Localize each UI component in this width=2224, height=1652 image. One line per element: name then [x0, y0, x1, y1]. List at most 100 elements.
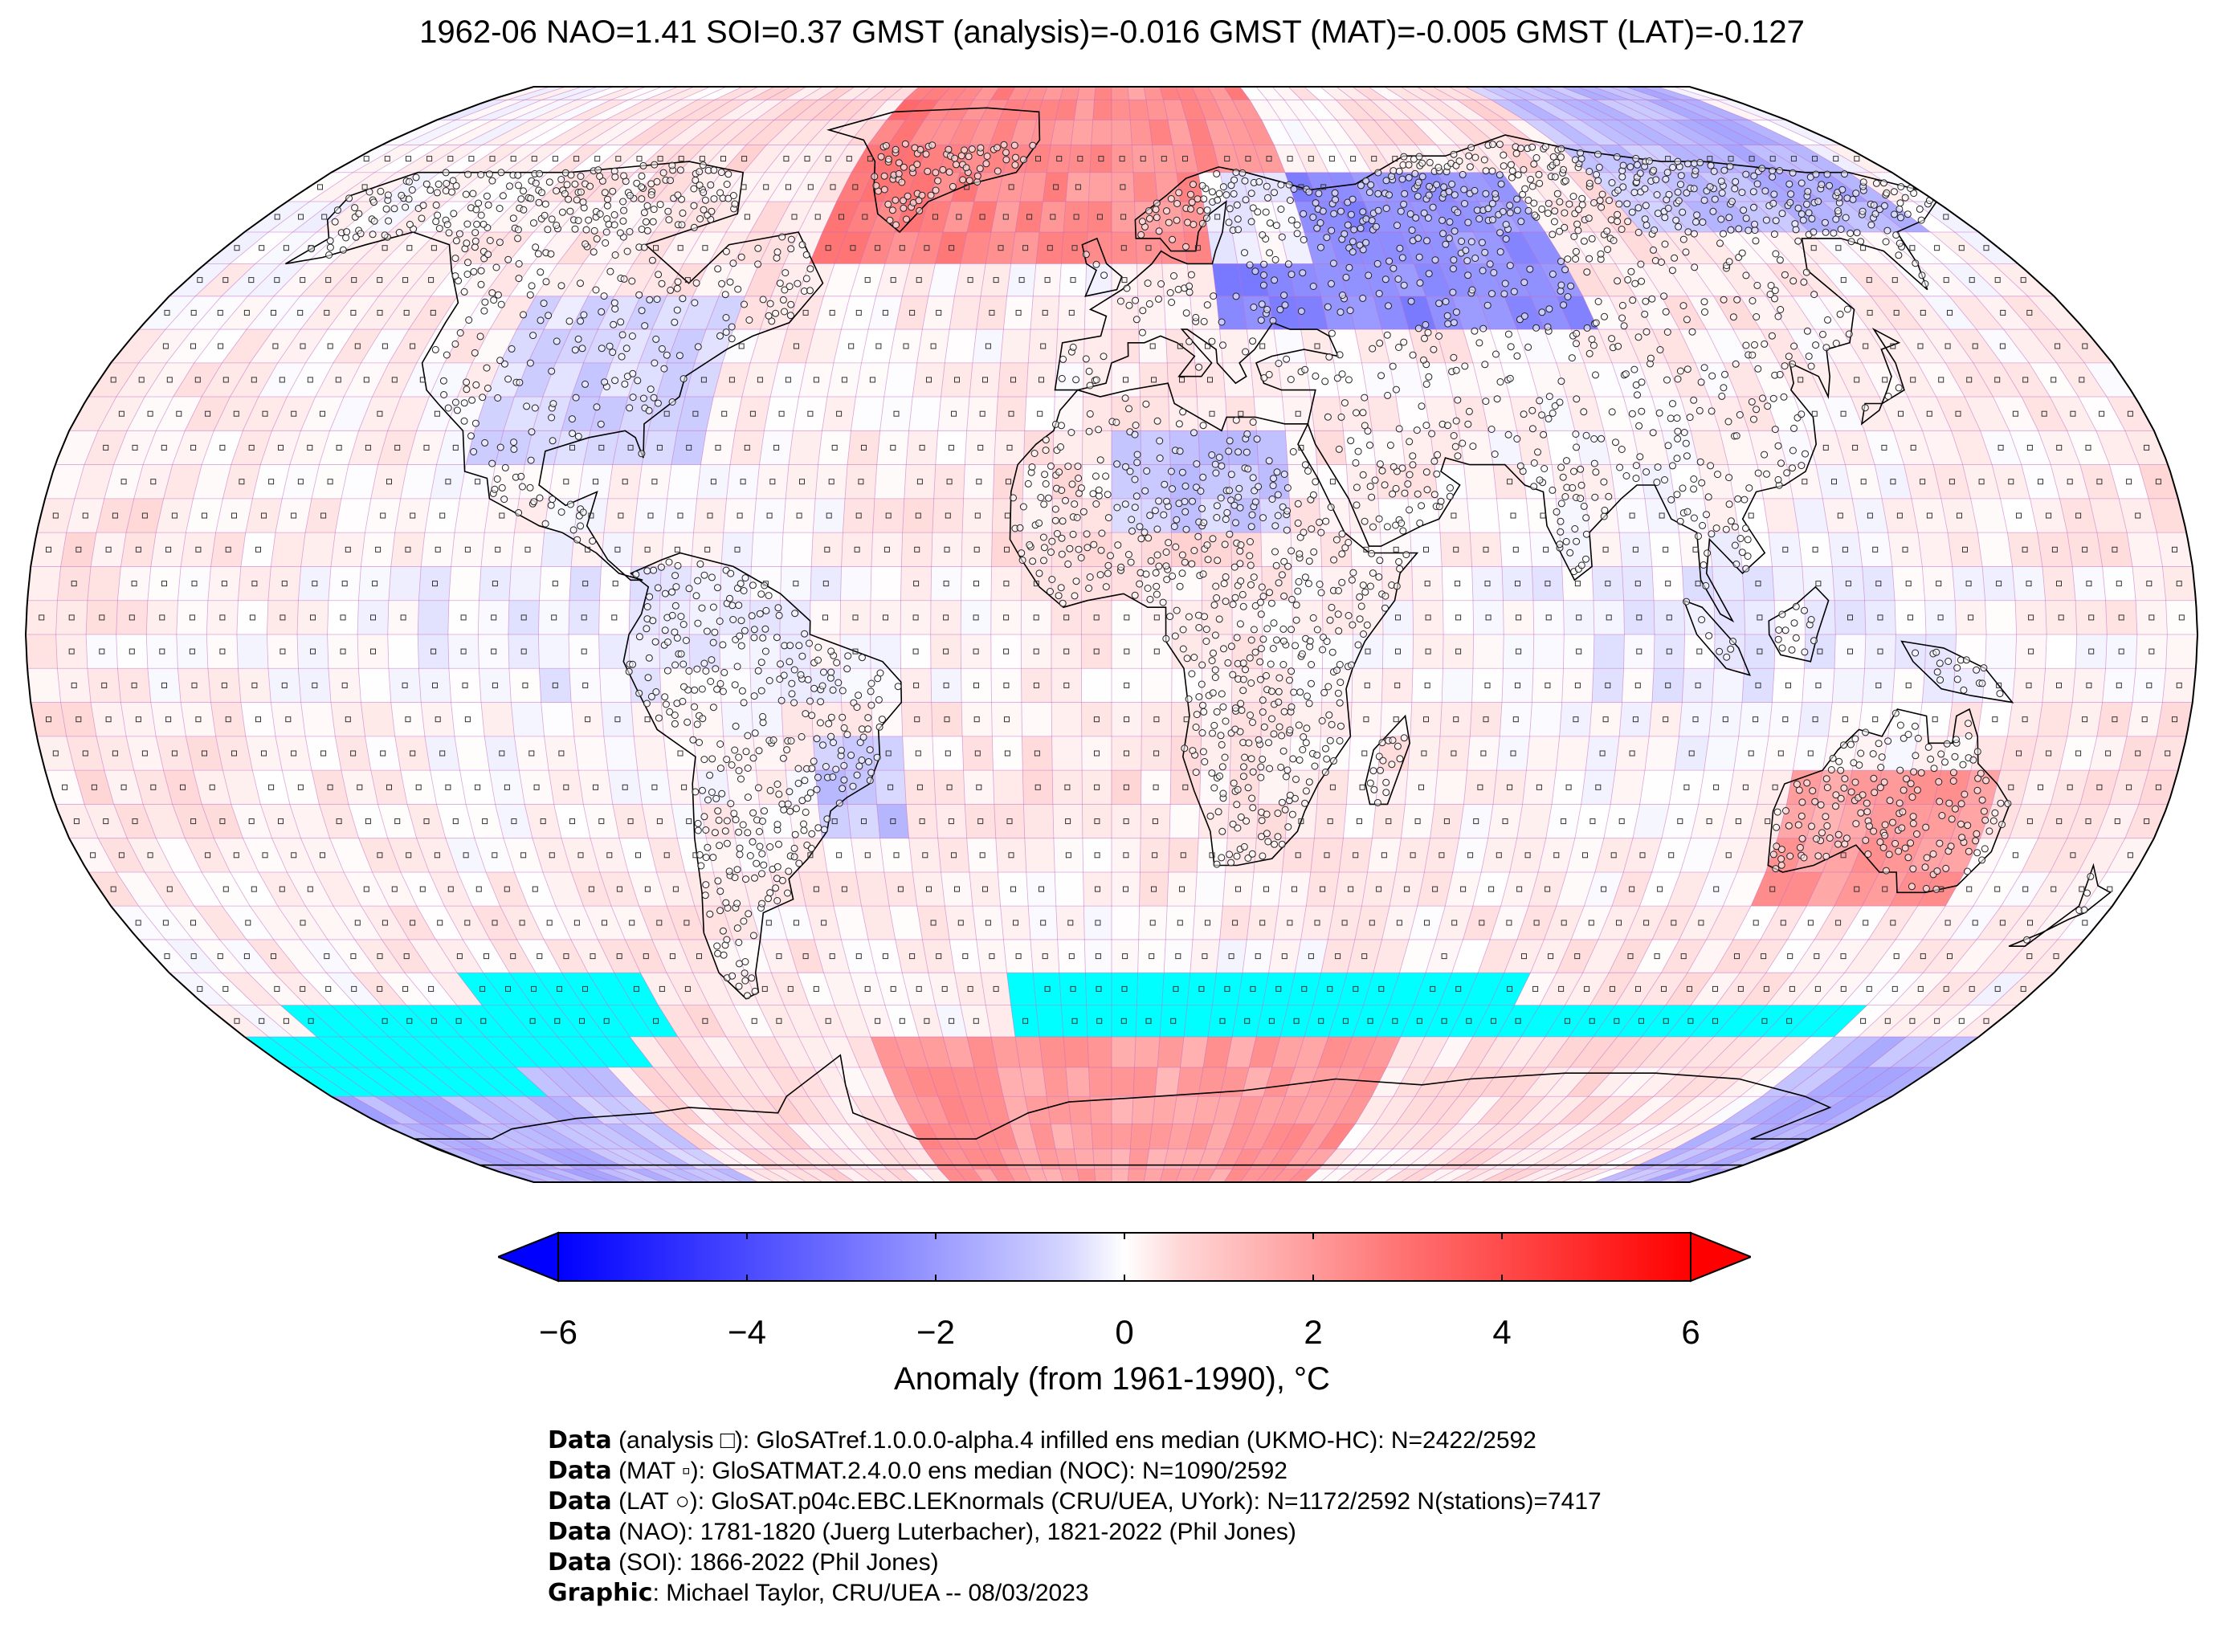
grid-cell [1434, 770, 1467, 805]
grid-cell [1212, 973, 1243, 1005]
grid-cell [116, 600, 148, 634]
grid-cell [126, 736, 164, 771]
station-marker [1311, 762, 1319, 770]
grid-cell [1785, 1005, 1842, 1037]
station-marker [1299, 746, 1307, 753]
grid-cell [2027, 296, 2085, 330]
station-marker [1316, 581, 1324, 588]
grid-cell [601, 702, 635, 736]
grid-cell [247, 296, 300, 330]
grid-cell [277, 329, 328, 363]
station-marker [1247, 561, 1255, 569]
grid-cell [1328, 906, 1362, 940]
grid-cell [1091, 1124, 1112, 1149]
grid-cell [908, 838, 941, 872]
grid-cell [628, 1169, 679, 1182]
grid-cell [400, 362, 445, 397]
station-marker [1199, 570, 1207, 578]
station-marker [1249, 719, 1256, 726]
grid-cell [1500, 872, 1539, 907]
grid-cell [1321, 566, 1353, 601]
grid-cell [277, 906, 328, 940]
grid-cell [268, 1037, 333, 1067]
grid-cell [1112, 87, 1129, 100]
station-marker [823, 815, 831, 823]
station-marker [1247, 523, 1255, 531]
grid-cell [1679, 906, 1724, 940]
station-marker [1305, 700, 1313, 708]
grid-cell [544, 736, 578, 771]
station-marker [1973, 830, 1981, 838]
grid-cell [1708, 702, 1742, 736]
grid-cell [822, 1037, 860, 1067]
grid-cell [250, 329, 301, 363]
grid-cell [388, 566, 422, 601]
station-marker [1096, 571, 1104, 579]
grid-cell [489, 770, 525, 805]
station-marker [1366, 779, 1374, 787]
grid-cell [456, 1005, 510, 1037]
station-marker [1278, 840, 1286, 848]
station-marker [693, 665, 701, 673]
grid-cell [1917, 532, 1953, 567]
grid-cell [750, 1037, 791, 1067]
station-marker [655, 714, 663, 722]
grid-cell [1940, 498, 1978, 533]
station-marker [1239, 773, 1247, 781]
grid-cell [305, 498, 341, 533]
grid-cell [1683, 634, 1716, 669]
grid-cell [1662, 804, 1699, 838]
station-marker [1248, 850, 1256, 858]
grid-cell [45, 464, 84, 499]
grid-cell [1443, 634, 1474, 669]
station-marker [876, 669, 884, 677]
grid-cell [962, 498, 994, 533]
grid-cell [315, 872, 361, 907]
grid-cell [1955, 600, 1987, 634]
station-marker [1072, 577, 1080, 585]
station-marker [1292, 642, 1300, 650]
grid-cell [607, 464, 643, 499]
grid-cell [2096, 702, 2132, 736]
station-marker [741, 977, 749, 985]
station-marker [709, 603, 717, 611]
station-marker [1822, 775, 1830, 783]
grid-cell [2084, 872, 2136, 907]
grid-cell [544, 296, 589, 330]
station-marker [735, 753, 743, 761]
grid-cell [1691, 973, 1740, 1005]
grid-cell [312, 770, 349, 805]
station-marker [800, 820, 807, 828]
grid-cell [1622, 668, 1655, 703]
grid-cell [1589, 973, 1635, 1005]
grid-cell [588, 263, 634, 296]
grid-cell [2105, 634, 2137, 669]
grid-cell [1659, 1096, 1719, 1124]
grid-cell [1081, 634, 1112, 669]
grid-cell [431, 973, 482, 1005]
station-marker [632, 570, 640, 578]
grid-cell [1440, 702, 1472, 736]
grid-cell [542, 872, 584, 907]
grid-cell [1055, 872, 1084, 907]
grid-cell [1184, 1005, 1213, 1037]
grid-cell [1639, 362, 1681, 397]
station-marker [1029, 557, 1037, 565]
station-marker [692, 788, 700, 796]
grid-cell [830, 1148, 871, 1169]
station-marker [1193, 711, 1201, 719]
station-marker [1203, 541, 1211, 549]
grid-cell [1304, 1169, 1336, 1182]
grid-cell [117, 668, 151, 703]
grid-cell [1622, 566, 1655, 601]
grid-cell [172, 430, 214, 465]
station-marker [1199, 748, 1207, 756]
grid-cell [1679, 329, 1724, 363]
grid-cell [814, 296, 851, 330]
station-marker [758, 850, 766, 858]
grid-cell [1691, 263, 1740, 296]
grid-cell [1594, 634, 1625, 669]
grid-cell [516, 1067, 570, 1097]
grid-cell [1489, 973, 1531, 1005]
grid-cell [836, 1067, 874, 1097]
